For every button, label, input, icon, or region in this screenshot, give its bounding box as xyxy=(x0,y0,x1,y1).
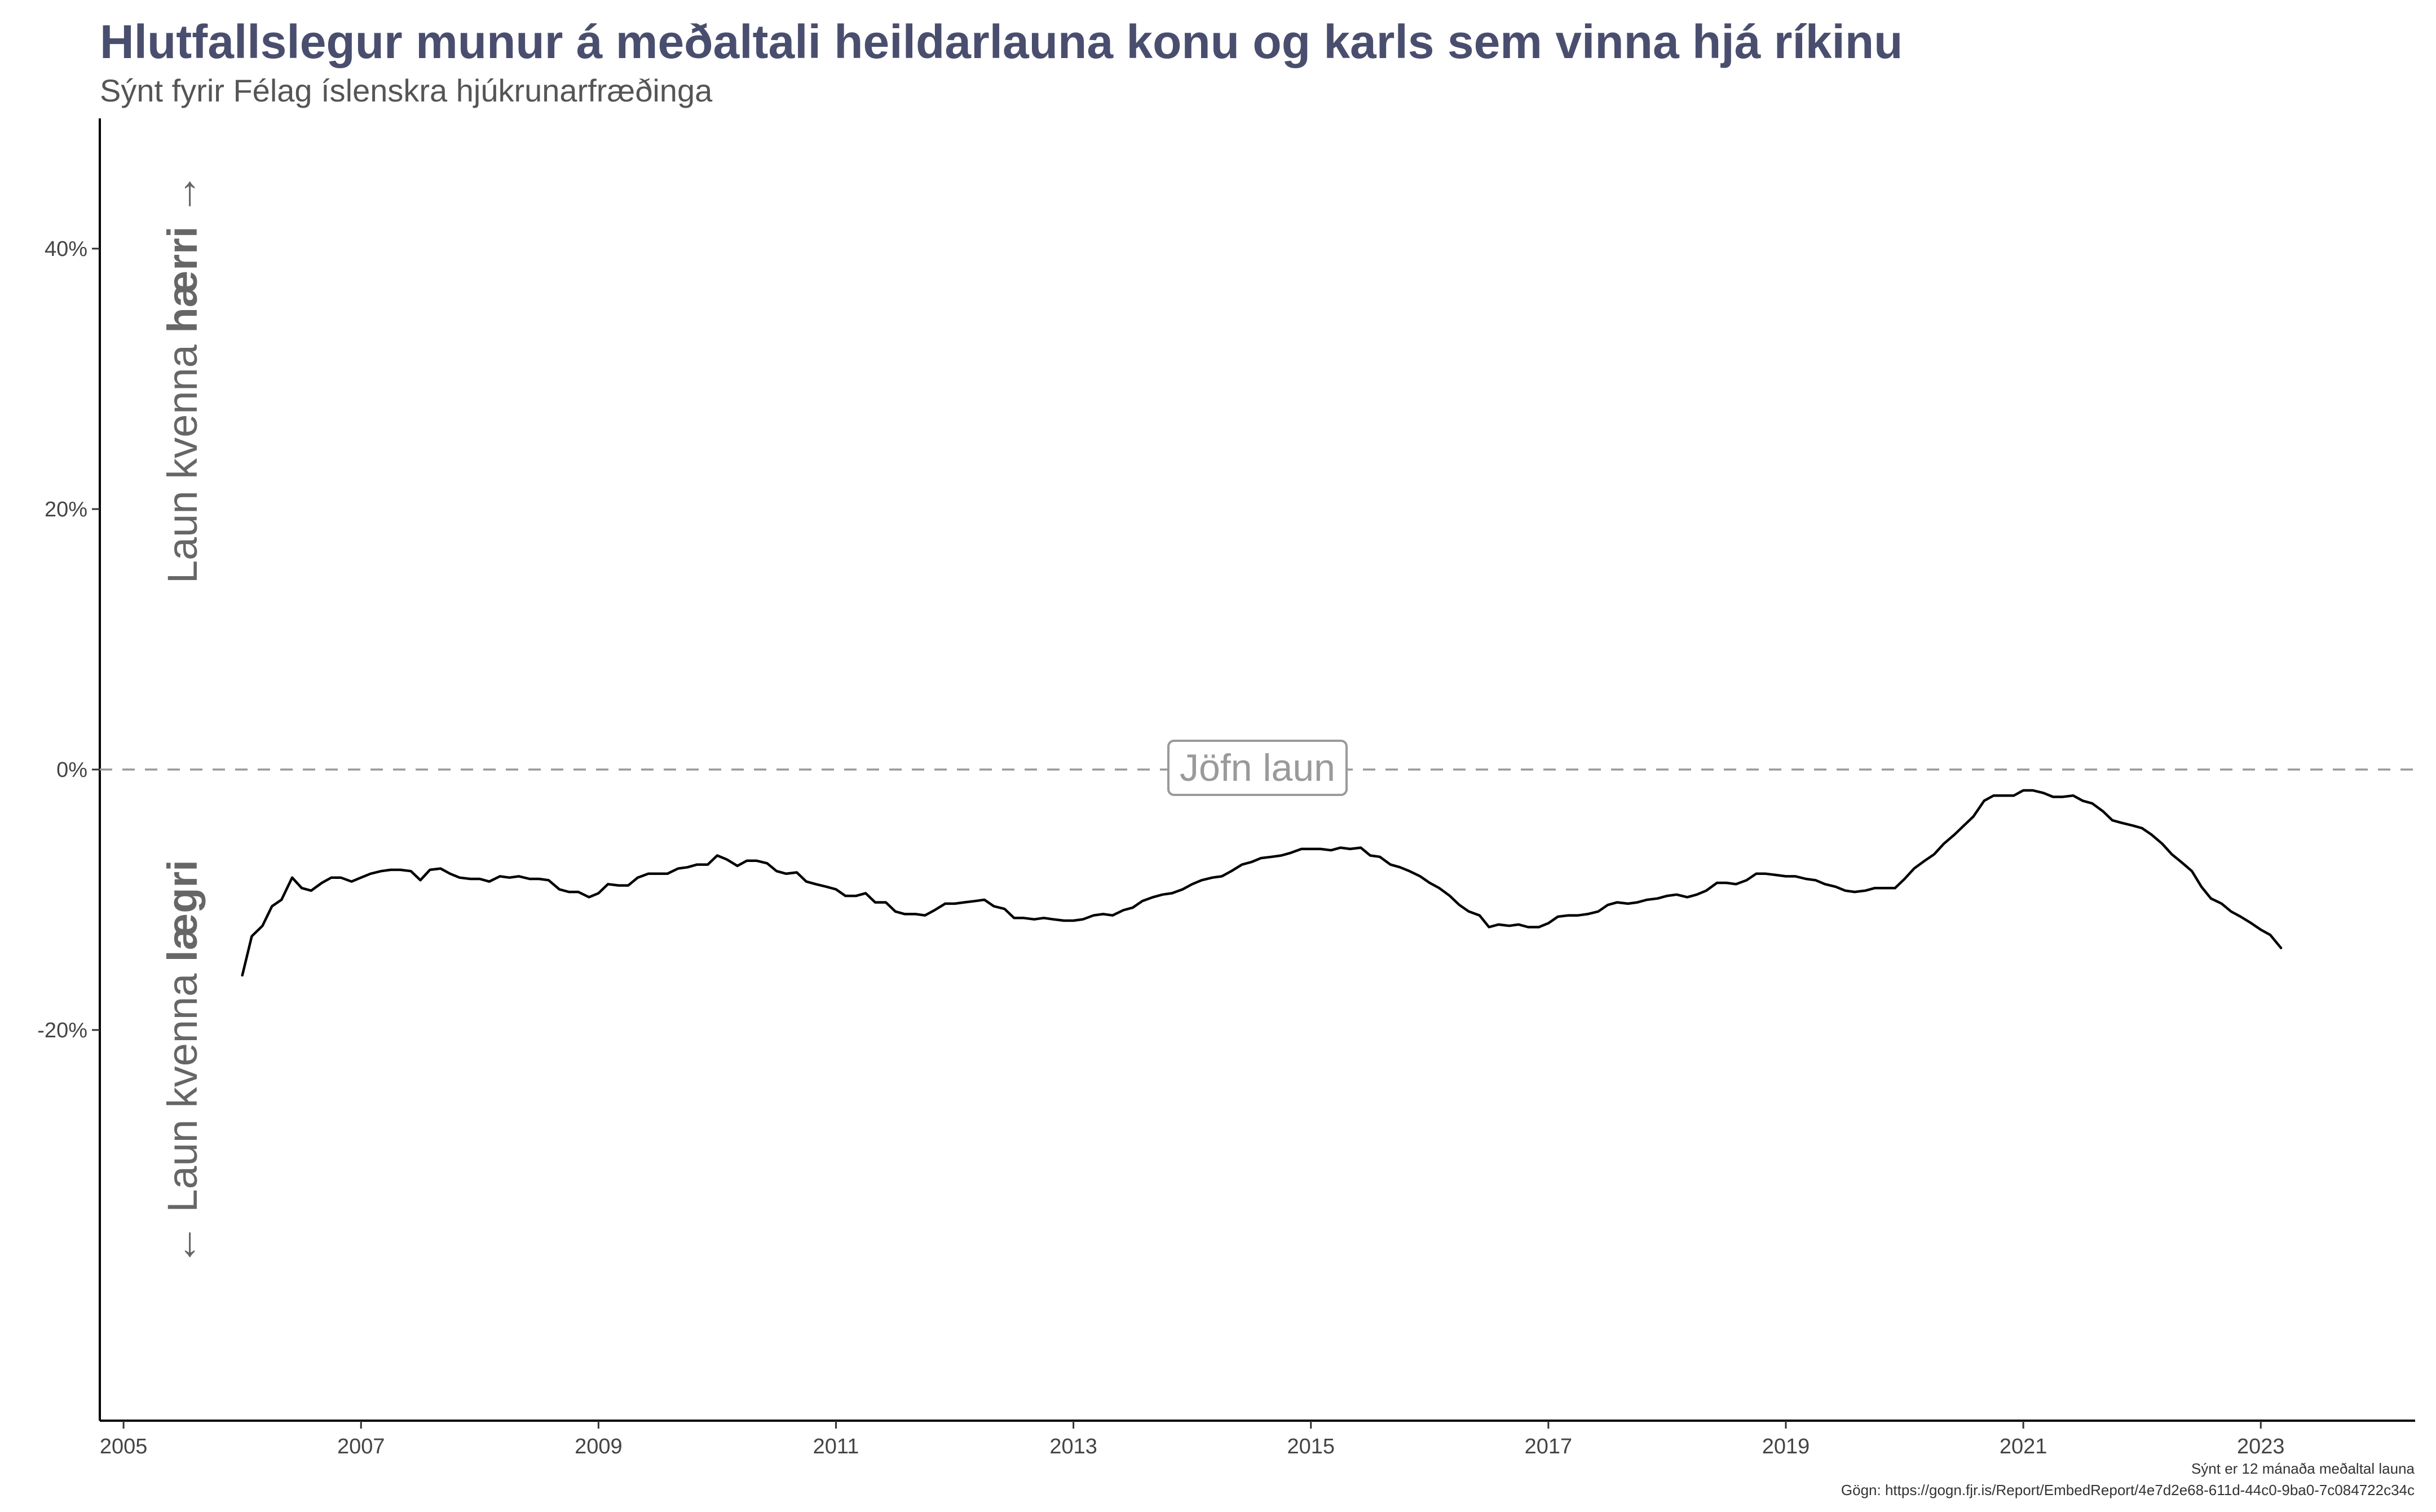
equal-pay-annotation-label: Jöfn laun xyxy=(1180,746,1335,789)
y-tick-label: 20% xyxy=(45,498,87,521)
series-line xyxy=(241,789,2283,977)
x-tick-label: 2017 xyxy=(1525,1435,1573,1458)
chart-subtitle: Sýnt fyrir Félag íslenskra hjúkrunarfræð… xyxy=(100,73,713,108)
x-tick-label: 2013 xyxy=(1049,1435,1097,1458)
higher-label: Laun kvenna hærri → xyxy=(159,173,206,583)
y-tick-label: -20% xyxy=(37,1019,87,1042)
x-tick-label: 2011 xyxy=(813,1435,859,1458)
series-group xyxy=(241,789,2283,977)
caption-note: Sýnt er 12 mánaða meðaltal launa xyxy=(2191,1460,2415,1477)
higher-label-strong: hærri xyxy=(159,226,206,333)
x-tick-label: 2007 xyxy=(337,1435,385,1458)
x-tick-label: 2023 xyxy=(2237,1435,2285,1458)
equal-pay-annotation-box xyxy=(1167,740,1348,796)
higher-label-prefix: Laun kvenna xyxy=(159,333,206,583)
y-tick-label: 0% xyxy=(56,758,87,782)
caption-source: Gögn: https://gogn.fjr.is/Report/EmbedRe… xyxy=(1841,1482,2415,1498)
lower-label-strong: lægri xyxy=(159,860,206,962)
x-tick-label: 2015 xyxy=(1287,1435,1335,1458)
equal-pay-annotation: Jöfn laun xyxy=(1167,740,1348,796)
x-tick-label: 2019 xyxy=(1762,1435,1810,1458)
lower-label-arrow: ← xyxy=(159,1212,206,1266)
x-tick-label: 2021 xyxy=(2000,1435,2047,1458)
y-tick-label: 40% xyxy=(45,237,87,261)
x-tick-label: 2005 xyxy=(100,1435,148,1458)
higher-label-arrow: → xyxy=(159,173,206,227)
lower-label-prefix: Laun kvenna xyxy=(159,962,206,1212)
x-axis-ticks: 2005 2007 2009 2011 2013 2015 2017 2019 2021 2023 xyxy=(100,1421,2285,1458)
chart-title: Hlutfallslegur munur á meðaltali heildar… xyxy=(100,15,1903,68)
x-tick-label: 2009 xyxy=(575,1435,623,1458)
y-axis-ticks: -20% 0% 20% 40% xyxy=(37,237,100,1042)
lower-label: ← Laun kvenna lægri xyxy=(159,860,206,1266)
